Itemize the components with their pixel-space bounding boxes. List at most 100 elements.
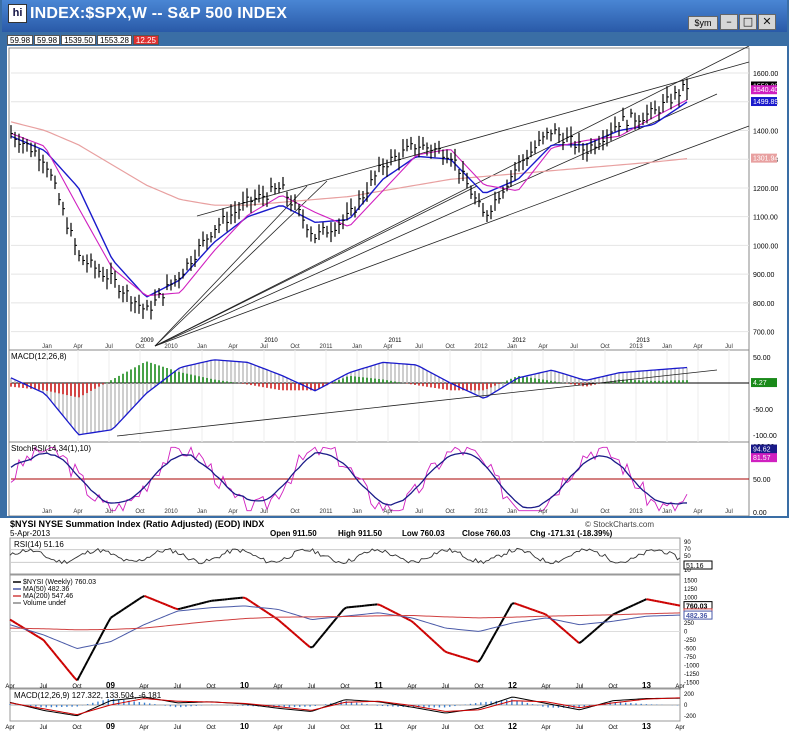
nysi-macd-label: MACD(12,26,9) 127.322, 133.504, -6.181 xyxy=(14,691,162,700)
symbol-button[interactable]: $ym xyxy=(688,16,718,30)
nysi-x-label: Oct xyxy=(474,725,484,731)
spx-chart: 1600.001500.001400.001300.001200.001100.… xyxy=(7,46,787,516)
nysi-segment xyxy=(146,596,151,599)
nysi-rsi-tick: 10 xyxy=(684,568,691,574)
trend-line xyxy=(154,180,328,347)
nysi-segment xyxy=(457,654,461,658)
nysi-segment xyxy=(332,618,337,623)
nysi-segment xyxy=(552,619,557,624)
nysi-segment xyxy=(405,617,409,621)
x-tick-label: Apr xyxy=(228,509,237,515)
ohlc-bar: 59.98 59.98 1539.50 1553.28 12.25 xyxy=(7,35,160,45)
nysi-segment xyxy=(299,637,303,642)
nysi-segment xyxy=(58,658,63,663)
x-tick-label: Jan xyxy=(662,344,672,350)
macd-tick-label: -50.00 xyxy=(753,407,773,414)
x-tick-label: Oct xyxy=(445,509,455,515)
nysi-segment xyxy=(470,658,474,662)
nysi-segment xyxy=(524,605,528,609)
legend-entry: MA(200) 547.46 xyxy=(23,593,73,600)
nysi-x-label: Jul xyxy=(174,684,182,690)
year-label: 2013 xyxy=(636,338,650,344)
nysi-segment xyxy=(640,599,645,603)
x-tick-label: 2011 xyxy=(320,344,334,350)
nysi-rsi-tick: 90 xyxy=(684,540,691,546)
macd-trend-line xyxy=(116,369,718,437)
nysi-segment xyxy=(86,655,92,662)
x-tick-label: Jul xyxy=(725,509,733,515)
y-tick-label: 700.00 xyxy=(753,330,775,337)
nysi-main-tick: 1500 xyxy=(684,578,698,584)
nysi-segment xyxy=(630,604,634,608)
x-tick-label: Jan xyxy=(352,344,362,350)
nysi-segment xyxy=(459,655,463,659)
x-tick-label: Jan xyxy=(352,509,362,515)
legend-entry: MA(50) 482.36 xyxy=(23,586,69,593)
y-tick-label: 1200.00 xyxy=(753,186,778,193)
trend-line xyxy=(154,93,718,347)
nysi-segment xyxy=(588,631,593,636)
nysi-segment xyxy=(304,642,309,646)
nysi-segment xyxy=(89,650,94,657)
nysi-segment xyxy=(118,609,122,614)
nysi-segment xyxy=(262,609,267,613)
x-tick-label: Jul xyxy=(415,509,423,515)
nysi-segment xyxy=(104,621,110,628)
nysi-rsi-tag-label: 51.16 xyxy=(686,563,704,570)
nysi-x-label: 12 xyxy=(508,681,517,690)
minimize-button[interactable]: – xyxy=(720,14,738,30)
ohlc-cell: 1553.28 xyxy=(96,35,132,45)
close-button[interactable]: ✕ xyxy=(758,14,776,30)
nysi-macd-tick: -200 xyxy=(684,714,697,720)
nysi-segment xyxy=(452,653,456,656)
x-tick-label: Oct xyxy=(290,344,300,350)
y-tick-label: 1100.00 xyxy=(753,215,778,222)
nysi-value-tag xyxy=(683,610,713,620)
nysi-x-label: Jul xyxy=(308,684,316,690)
restore-button[interactable]: □ xyxy=(739,14,757,30)
nysi-x-label: Apr xyxy=(541,684,550,690)
nysi-segment xyxy=(291,630,296,635)
nysi-segment xyxy=(30,631,34,635)
nysi-segment xyxy=(268,612,272,616)
macd-line xyxy=(10,359,688,436)
stochrsi-tag xyxy=(751,444,777,454)
nysi-segment xyxy=(250,600,254,604)
nysi-segment xyxy=(27,629,32,634)
nysi-segment xyxy=(418,626,422,631)
ohlc-cell: 59.98 xyxy=(7,35,34,45)
nysi-segment xyxy=(40,637,45,642)
x-tick-label: Jan xyxy=(42,509,52,515)
nysi-segment xyxy=(60,661,66,667)
nysi-segment xyxy=(138,596,143,600)
nysi-segment xyxy=(66,667,71,673)
nysi-segment xyxy=(94,641,99,647)
nysi-segment xyxy=(485,644,490,651)
nysi-segment xyxy=(293,633,298,637)
nysi-segment xyxy=(433,640,438,645)
nysi-segment xyxy=(343,606,347,611)
nysi-segment xyxy=(19,625,24,629)
nysi-segment xyxy=(604,618,609,623)
nysi-segment xyxy=(329,621,335,626)
nysi-segment xyxy=(183,606,187,609)
nysi-rsi-panel xyxy=(9,537,681,575)
nysi-segment xyxy=(387,608,391,612)
nysi-segment xyxy=(519,604,523,607)
nysi-x-label: 10 xyxy=(240,681,249,690)
nysi-segment xyxy=(534,609,539,613)
nysi-x-label: Jul xyxy=(40,684,48,690)
year-label: 2012 xyxy=(512,338,526,344)
price-tag xyxy=(751,97,777,107)
nysi-x-label: Apr xyxy=(407,684,416,690)
nysi-macd-tick: 200 xyxy=(684,692,695,698)
nysi-segment xyxy=(568,633,573,638)
nysi-segment xyxy=(81,665,86,672)
nysi-segment xyxy=(265,610,270,615)
title-bar[interactable]: hi INDEX:$SPX,W -- S&P 500 INDEX $ym – □… xyxy=(2,0,787,32)
nysi-segment xyxy=(107,617,112,623)
y-tick-label: 1600.00 xyxy=(753,71,778,78)
nysi-segment xyxy=(384,606,389,610)
nysi-segment xyxy=(527,606,531,610)
nysi-x-label: Apr xyxy=(139,725,148,731)
